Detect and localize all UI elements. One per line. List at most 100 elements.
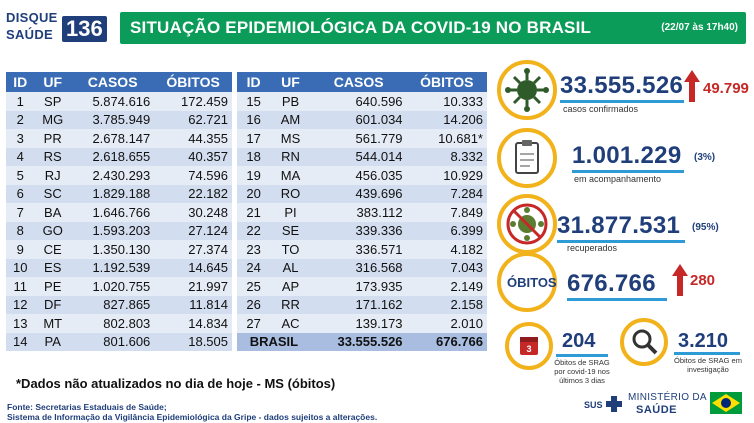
row-uf: MG [34, 110, 72, 129]
title-bar: SITUAÇÃO EPIDEMIOLÓGICA DA COVID-19 NO B… [120, 12, 746, 44]
obitos-badge-label: ÓBITOS [507, 275, 557, 290]
row-obitos: 14.834 [154, 314, 232, 333]
row-uf: AP [270, 277, 311, 296]
row-uf: PA [34, 332, 72, 351]
states-table-left: ID UF CASOS ÓBITOS 1 SP 5.874.616 172.459 2 M… [6, 72, 232, 351]
row-casos: 316.568 [310, 258, 407, 277]
row-uf: RS [34, 147, 72, 166]
row-obitos: 2.010 [406, 314, 487, 333]
row-obitos: 14.645 [154, 258, 232, 277]
row-casos: 2.678.147 [71, 129, 155, 148]
row-obitos: 4.182 [406, 240, 487, 259]
row-obitos: 10.681* [406, 129, 487, 148]
row-obitos: 11.814 [154, 295, 232, 314]
row-id: 20 [237, 184, 271, 203]
calendar-icon: 3 [505, 322, 553, 370]
row-obitos: 7.043 [406, 258, 487, 277]
row-obitos: 172.459 [154, 92, 232, 111]
recovered-value: 31.877.531 [557, 212, 681, 239]
row-casos: 5.874.616 [71, 92, 155, 111]
no-virus-icon [497, 194, 557, 254]
row-casos: 2.618.655 [71, 147, 155, 166]
table-row: 17 MS 561.779 10.681* [237, 129, 487, 148]
table-row: 6 SC 1.829.188 22.182 [6, 184, 232, 203]
row-obitos: 10.333 [406, 92, 487, 111]
row-obitos: 18.505 [154, 332, 232, 351]
row-id: 27 [237, 314, 271, 333]
row-casos: 561.779 [310, 129, 407, 148]
monitoring-label: em acompanhamento [574, 174, 662, 184]
col-uf-header: UF [34, 72, 72, 92]
confirmed-underline [560, 100, 684, 103]
table-row: 2 MG 3.785.949 62.721 [6, 110, 232, 129]
row-uf: AC [270, 314, 311, 333]
row-casos: 827.865 [71, 295, 155, 314]
states-table-right: ID UF CASOS ÓBITOS 15 PB 640.596 10.333 16 AM… [237, 72, 487, 351]
ministry-line-2: SAÚDE [636, 404, 678, 416]
recovered-label: recuperados [567, 243, 618, 253]
table-row: 10 ES 1.192.539 14.645 [6, 258, 232, 277]
srag-recent-underline [556, 354, 608, 357]
table-row: 26 RR 171.162 2.158 [237, 295, 487, 314]
table-row: 5 RJ 2.430.293 74.596 [6, 166, 232, 185]
row-uf: AM [270, 110, 311, 129]
row-id: 10 [6, 258, 35, 277]
row-uf: PB [270, 92, 311, 111]
table-row: 19 MA 456.035 10.929 [237, 166, 487, 185]
right-table-body: 15 PB 640.596 10.333 16 AM 601.034 14.206 17 MS 56… [237, 92, 487, 351]
row-uf: GO [34, 221, 72, 240]
row-casos: 456.035 [310, 166, 407, 185]
confirmed-cases-value: 33.555.526 [560, 72, 684, 99]
row-casos: 801.606 [71, 332, 155, 351]
row-id: 11 [6, 277, 35, 296]
row-id: 1 [6, 92, 35, 111]
deaths-value: 676.766 [567, 270, 656, 297]
row-obitos: 2.149 [406, 277, 487, 296]
row-id: 17 [237, 129, 271, 148]
row-casos: 336.571 [310, 240, 407, 259]
row-id: 8 [6, 221, 35, 240]
table-row: 27 AC 139.173 2.010 [237, 314, 487, 333]
row-obitos: 27.124 [154, 221, 232, 240]
table-row: 18 RN 544.014 8.332 [237, 147, 487, 166]
row-id: 23 [237, 240, 271, 259]
row-uf: ES [34, 258, 72, 277]
row-id: 14 [6, 332, 35, 351]
row-casos: 139.173 [310, 314, 407, 333]
table-row: 12 DF 827.865 11.814 [6, 295, 232, 314]
page-title: SITUAÇÃO EPIDEMIOLÓGICA DA COVID-19 NO B… [130, 18, 592, 37]
srag-investigation-underline [674, 352, 740, 355]
row-uf: SP [34, 92, 72, 111]
monitoring-underline [572, 170, 684, 173]
row-casos: 3.785.949 [71, 110, 155, 129]
source-line-2: Sistema de Informação da Vigilância Epid… [7, 412, 378, 422]
row-obitos: 2.158 [406, 295, 487, 314]
row-id: 25 [237, 277, 271, 296]
srag-recent-value: 204 [562, 330, 596, 352]
row-uf: SE [270, 221, 311, 240]
row-id: 3 [6, 129, 35, 148]
table-row: 20 RO 439.696 7.284 [237, 184, 487, 203]
disque-saude-logo: DISQUE SAÚDE 136 [6, 9, 110, 45]
table-row: 7 BA 1.646.766 30.248 [6, 203, 232, 222]
obitos-badge: ÓBITOS [497, 252, 557, 312]
row-uf: MT [34, 314, 72, 333]
row-casos: 544.014 [310, 147, 407, 166]
row-obitos: 30.248 [154, 203, 232, 222]
sus-cross-icon [606, 396, 622, 412]
row-id: 7 [6, 203, 35, 222]
row-obitos: 6.399 [406, 221, 487, 240]
confirmed-delta: 49.799 [703, 80, 749, 97]
row-casos: 1.646.766 [71, 203, 155, 222]
up-arrow-icon [684, 70, 700, 102]
srag-investigation-label: Óbitos de SRAG em investigação [674, 356, 742, 374]
row-obitos: 74.596 [154, 166, 232, 185]
row-obitos: 14.206 [406, 110, 487, 129]
row-uf: RJ [34, 166, 72, 185]
row-id: 15 [237, 92, 271, 111]
table-row: 8 GO 1.593.203 27.124 [6, 221, 232, 240]
row-id: 16 [237, 110, 271, 129]
row-casos: 383.112 [310, 203, 407, 222]
calendar-day-number: 3 [526, 344, 531, 354]
col-obitos-header: ÓBITOS [406, 72, 487, 92]
